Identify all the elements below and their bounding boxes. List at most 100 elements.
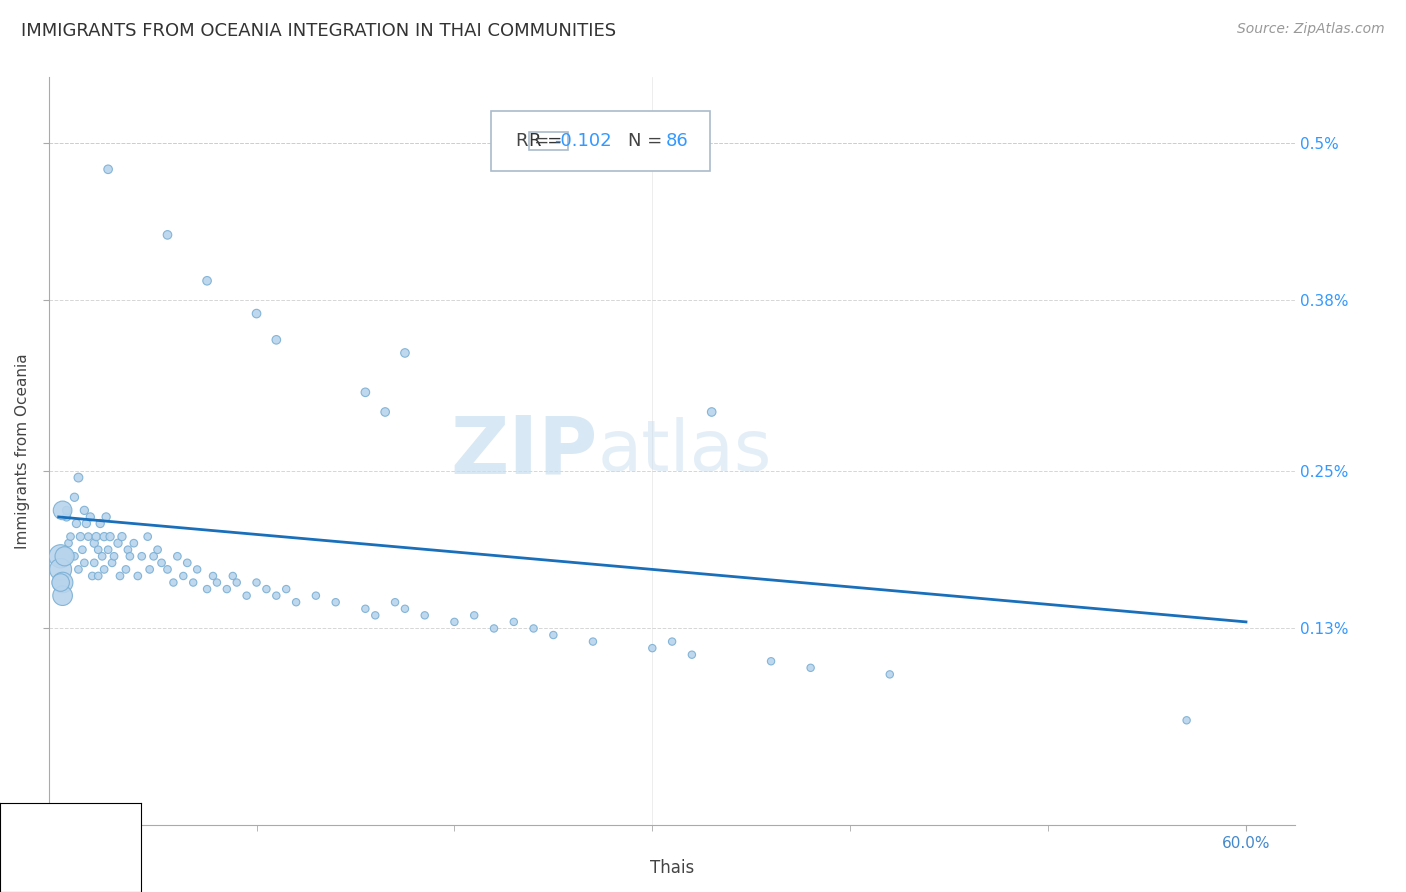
Point bbox=[215, 582, 238, 596]
Point bbox=[73, 503, 96, 517]
Point bbox=[136, 530, 159, 544]
Point bbox=[75, 516, 97, 531]
Point bbox=[65, 516, 87, 531]
Point bbox=[52, 503, 75, 517]
Point bbox=[87, 569, 110, 583]
Point bbox=[98, 530, 121, 544]
Point bbox=[325, 595, 347, 609]
Point bbox=[305, 589, 328, 603]
Point bbox=[59, 530, 82, 544]
Point bbox=[107, 536, 129, 550]
Point bbox=[111, 530, 134, 544]
Point bbox=[681, 648, 703, 662]
Text: -0.102: -0.102 bbox=[554, 132, 612, 150]
Point bbox=[63, 490, 86, 504]
Point bbox=[97, 542, 120, 557]
Point bbox=[101, 556, 124, 570]
Point bbox=[122, 536, 145, 550]
Point bbox=[374, 405, 396, 419]
Point bbox=[49, 549, 72, 564]
Point bbox=[58, 536, 80, 550]
Point bbox=[118, 549, 141, 564]
Point bbox=[77, 530, 100, 544]
Point bbox=[94, 510, 117, 524]
Point bbox=[413, 608, 436, 623]
Y-axis label: Immigrants from Oceania: Immigrants from Oceania bbox=[15, 353, 30, 549]
Text: R =: R = bbox=[529, 132, 568, 150]
Point bbox=[84, 530, 107, 544]
Text: 86: 86 bbox=[666, 132, 689, 150]
Text: N =: N = bbox=[628, 132, 668, 150]
Point bbox=[225, 575, 247, 590]
Point bbox=[254, 582, 277, 596]
Point bbox=[89, 516, 111, 531]
Point bbox=[384, 595, 406, 609]
Point bbox=[205, 575, 228, 590]
Text: ZIP: ZIP bbox=[450, 412, 598, 491]
Point bbox=[93, 530, 115, 544]
Point bbox=[181, 575, 204, 590]
Point bbox=[55, 510, 77, 524]
Point bbox=[394, 346, 416, 360]
Text: IMMIGRANTS FROM OCEANIA INTEGRATION IN THAI COMMUNITIES: IMMIGRANTS FROM OCEANIA INTEGRATION IN T… bbox=[21, 22, 616, 40]
X-axis label: Thais: Thais bbox=[650, 859, 695, 877]
Point bbox=[52, 589, 75, 603]
Point bbox=[1175, 714, 1198, 728]
Point bbox=[172, 569, 194, 583]
Point bbox=[176, 556, 198, 570]
Point bbox=[82, 569, 104, 583]
Point bbox=[800, 661, 823, 675]
Point bbox=[69, 530, 91, 544]
Point bbox=[394, 601, 416, 615]
Point bbox=[138, 562, 160, 576]
Point bbox=[523, 622, 546, 636]
Point bbox=[543, 628, 565, 642]
Point bbox=[245, 307, 267, 321]
Point bbox=[582, 634, 605, 648]
Text: Source: ZipAtlas.com: Source: ZipAtlas.com bbox=[1237, 22, 1385, 37]
Point bbox=[235, 589, 257, 603]
Point bbox=[641, 641, 664, 656]
Point bbox=[142, 549, 165, 564]
Point bbox=[879, 667, 901, 681]
Point bbox=[156, 562, 179, 576]
Point bbox=[463, 608, 485, 623]
Point bbox=[108, 569, 131, 583]
Point bbox=[49, 562, 72, 576]
Text: R =: R = bbox=[516, 132, 555, 150]
Point bbox=[276, 582, 298, 596]
Point bbox=[63, 549, 86, 564]
Point bbox=[156, 227, 179, 242]
Point bbox=[97, 162, 120, 177]
Point bbox=[201, 569, 224, 583]
Point bbox=[79, 510, 101, 524]
Point bbox=[443, 615, 465, 629]
Point bbox=[83, 536, 105, 550]
Point bbox=[195, 582, 218, 596]
Point bbox=[52, 575, 75, 590]
Point bbox=[266, 333, 288, 347]
Point bbox=[222, 569, 245, 583]
Point bbox=[73, 556, 96, 570]
Point bbox=[117, 542, 139, 557]
Point bbox=[661, 634, 683, 648]
Point bbox=[759, 654, 782, 668]
Point bbox=[103, 549, 125, 564]
Point bbox=[502, 615, 524, 629]
Point bbox=[91, 549, 114, 564]
Point bbox=[354, 385, 377, 400]
Point bbox=[364, 608, 387, 623]
Point bbox=[354, 601, 377, 615]
Point bbox=[266, 589, 288, 603]
Point bbox=[482, 622, 505, 636]
Point bbox=[146, 542, 169, 557]
Point bbox=[162, 575, 184, 590]
Point bbox=[186, 562, 208, 576]
Point bbox=[127, 569, 149, 583]
Point bbox=[245, 575, 267, 590]
Point bbox=[55, 503, 77, 517]
Point bbox=[131, 549, 153, 564]
Point bbox=[195, 274, 218, 288]
Point bbox=[700, 405, 723, 419]
Point bbox=[87, 542, 110, 557]
